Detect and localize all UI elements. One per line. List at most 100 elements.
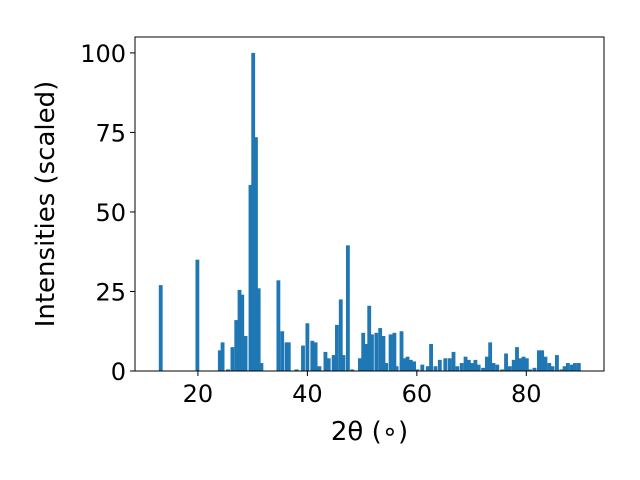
- y-tick-label: 50: [95, 199, 126, 227]
- y-axis-label: Intensities (scaled): [31, 81, 61, 328]
- bar: [437, 359, 442, 371]
- bar: [443, 358, 448, 371]
- bar: [381, 336, 386, 371]
- bar: [451, 351, 456, 371]
- bar: [562, 366, 567, 371]
- bar: [540, 350, 545, 371]
- bar: [429, 343, 433, 371]
- bar: [248, 184, 253, 371]
- bar: [331, 355, 336, 371]
- bar: [361, 332, 366, 371]
- x-tick-label: 60: [402, 380, 433, 408]
- bar: [243, 336, 248, 371]
- bar: [370, 334, 374, 371]
- bar: [230, 347, 235, 371]
- bar: [394, 366, 399, 371]
- bar: [576, 363, 581, 371]
- bar: [500, 369, 505, 371]
- y-axis-ticks: 0 25 50 75 100: [80, 40, 135, 386]
- y-tick-label: 75: [95, 119, 126, 147]
- bar: [569, 364, 574, 371]
- x-tick-label: 40: [292, 380, 323, 408]
- bar: [367, 305, 372, 371]
- bar: [543, 356, 548, 371]
- bar: [158, 285, 163, 371]
- bar: [507, 366, 512, 371]
- bar: [528, 369, 533, 371]
- bar: [220, 342, 225, 371]
- bar: [463, 356, 468, 371]
- bar: [547, 363, 552, 371]
- bar: [317, 366, 322, 371]
- bar: [280, 331, 285, 371]
- bar: [565, 363, 570, 371]
- x-axis-ticks: 20 40 60 80: [183, 371, 542, 408]
- bar: [447, 358, 452, 371]
- bar: [195, 259, 200, 371]
- bar: [237, 289, 242, 371]
- bar: [294, 369, 299, 371]
- bar: [284, 342, 289, 371]
- bar: [420, 364, 425, 371]
- bar: [484, 356, 489, 371]
- bar: [555, 355, 559, 371]
- bar: [536, 350, 541, 371]
- bar: [310, 340, 315, 371]
- bar: [305, 323, 310, 371]
- bar: [521, 356, 526, 371]
- bar: [412, 361, 417, 371]
- bar: [415, 369, 420, 371]
- bar: [341, 355, 346, 371]
- plot-area-frame: [134, 36, 605, 372]
- bar: [559, 369, 564, 371]
- bar: [470, 363, 475, 371]
- bar-series: [158, 52, 581, 372]
- bar: [573, 363, 577, 371]
- x-tick-label: 20: [183, 380, 214, 408]
- bar: [466, 359, 471, 371]
- y-tick-label: 0: [111, 358, 126, 386]
- bar: [378, 328, 383, 371]
- bar: [217, 350, 222, 371]
- bar: [481, 367, 485, 371]
- bar: [392, 332, 397, 371]
- x-tick-label: 80: [511, 380, 542, 408]
- bar: [459, 363, 464, 371]
- bar: [226, 369, 230, 371]
- bar: [515, 347, 519, 371]
- bar: [491, 363, 496, 371]
- bar: [364, 343, 369, 371]
- bar: [476, 364, 481, 371]
- bar: [335, 324, 339, 371]
- bar: [358, 358, 362, 371]
- bar: [240, 294, 245, 371]
- bar: [405, 356, 410, 371]
- bar: [350, 369, 355, 371]
- bar: [286, 342, 291, 371]
- bar: [345, 245, 350, 371]
- bar: [276, 280, 281, 371]
- bar: [234, 320, 239, 371]
- bar: [256, 288, 261, 371]
- bar: [338, 299, 343, 371]
- bar: [524, 358, 529, 371]
- bar: [402, 358, 407, 371]
- bar: [455, 366, 460, 371]
- bar: [399, 331, 404, 371]
- bar: [323, 351, 328, 371]
- bar: [495, 364, 500, 371]
- bar: [433, 366, 438, 371]
- bar: [532, 367, 537, 371]
- bar: [488, 342, 493, 371]
- bar: [473, 359, 478, 371]
- bar: [374, 332, 379, 371]
- y-tick-label: 100: [80, 40, 126, 68]
- bar: [313, 342, 318, 371]
- bar: [251, 52, 256, 372]
- bar: [504, 353, 508, 371]
- bar: [425, 366, 430, 371]
- bar: [550, 366, 555, 371]
- bar: [259, 363, 264, 371]
- bar: [518, 358, 523, 371]
